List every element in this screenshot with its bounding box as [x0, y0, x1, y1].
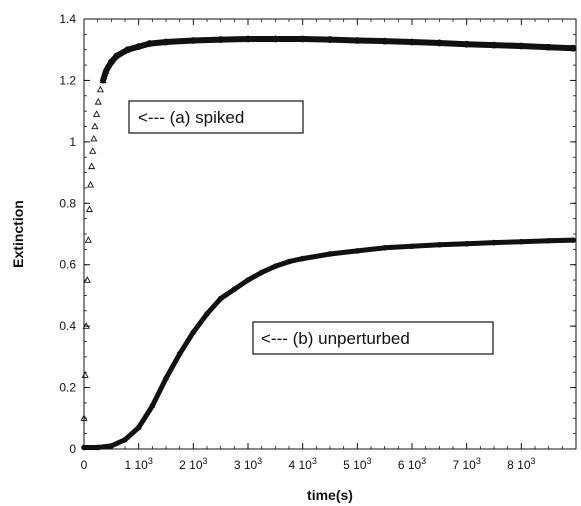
x-tick-label: 4 103: [288, 456, 316, 472]
series-spiked-marker: [80, 414, 88, 421]
series-spiked-marker: [90, 134, 98, 142]
series-spiked-marker: [81, 371, 89, 378]
series-unperturbed-point: [176, 350, 183, 357]
series-unperturbed-point: [245, 277, 251, 283]
series-unperturbed-point: [354, 248, 361, 254]
series-spiked-marker: [93, 110, 101, 117]
series-unperturbed-point: [94, 444, 101, 451]
annotation-spiked-text: <--- (a) spiked: [138, 108, 244, 127]
y-tick-label: 1: [69, 135, 76, 149]
series-unperturbed-point: [135, 424, 142, 431]
plot-frame: [83, 18, 577, 450]
x-tick-label: 0: [81, 458, 88, 472]
series-unperturbed: [81, 237, 577, 451]
series-unperturbed-point: [327, 251, 333, 257]
series-unperturbed-point: [299, 255, 306, 262]
series-unperturbed-point: [163, 375, 169, 382]
series-unperturbed-point: [258, 269, 265, 276]
x-tick-label: 3 103: [234, 456, 262, 472]
y-tick-labels: 0 0.2 0.4 0.6 0.8 1 1.2 1.4: [59, 12, 76, 456]
y-tick-label: 1.4: [59, 12, 76, 26]
series-spiked-marker: [82, 322, 90, 329]
series-spiked-marker: [84, 236, 92, 243]
series-unperturbed-point: [272, 263, 279, 270]
series-unperturbed-point: [204, 311, 210, 317]
tick-marks: [83, 18, 576, 450]
y-axis-label: Extinction: [10, 200, 26, 268]
series-unperturbed-point: [122, 436, 128, 443]
annotation-spiked-box: [128, 100, 304, 134]
series-unperturbed-point: [436, 241, 443, 248]
annotation-unperturbed-text: <--- (b) unperturbed: [261, 329, 410, 348]
series-unperturbed-point: [491, 239, 497, 246]
y-tick-label: 0.2: [59, 381, 76, 395]
series-unperturbed-point: [518, 238, 525, 245]
series-spiked-marker: [85, 205, 94, 213]
series-spiked-marker: [87, 180, 95, 188]
y-tick-label: 0.6: [59, 258, 76, 272]
x-tick-label: 5 103: [343, 456, 371, 472]
y-tick-label: 0.8: [59, 196, 76, 210]
x-tick-label: 6 103: [398, 456, 426, 472]
series-unperturbed-point: [545, 237, 552, 244]
series-unperturbed-point: [149, 403, 156, 409]
series-unperturbed-point: [286, 258, 292, 265]
annotation-unperturbed-box: [252, 321, 494, 355]
series-unperturbed-point: [108, 443, 115, 449]
series-unperturbed-point: [409, 243, 415, 250]
series-unperturbed-point: [570, 237, 577, 243]
series-spiked-marker: [89, 147, 97, 154]
series-unperturbed-point: [190, 329, 197, 336]
series-unperturbed-point: [217, 295, 224, 302]
x-tick-label: 1 103: [124, 456, 152, 472]
series-spiked-marker: [94, 97, 102, 105]
x-tick-labels: 0 1 103 2 103 3 103 4 103 5 103 6 103 7 103 8 10…: [81, 456, 536, 472]
annotation-unperturbed: <--- (b) unperturbed: [252, 321, 494, 355]
y-tick-label: 1.2: [59, 73, 76, 87]
series-spiked-marker: [91, 122, 99, 130]
series-spiked-line: [100, 36, 577, 84]
x-tick-label: 2 103: [179, 456, 207, 472]
series-unperturbed-point: [231, 286, 238, 293]
x-tick-label: 7 103: [452, 456, 480, 472]
annotation-spiked: <--- (a) spiked: [128, 100, 304, 134]
series-spiked-marker: [83, 276, 91, 283]
y-tick-label: 0: [69, 442, 76, 456]
x-tick-label: 8 103: [507, 456, 535, 472]
series-unperturbed-point: [81, 444, 87, 451]
series-spiked-marker: [96, 85, 104, 93]
y-tick-label: 0.4: [59, 319, 76, 333]
series-unperturbed-point: [381, 245, 388, 251]
series-unperturbed-point: [463, 241, 470, 247]
series-spiked: [80, 35, 577, 421]
x-axis-label: time(s): [307, 487, 353, 503]
series-spiked-marker: [88, 162, 96, 170]
